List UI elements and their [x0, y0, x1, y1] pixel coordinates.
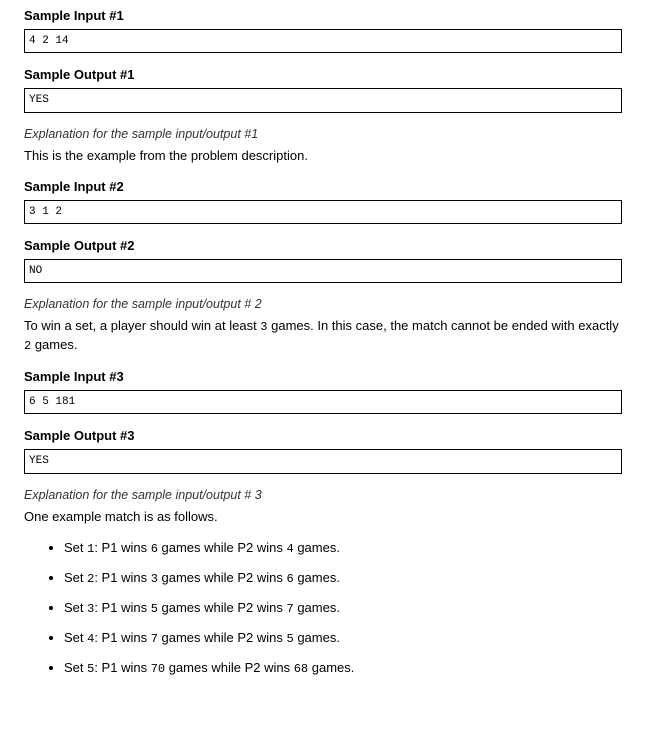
list-item: Set 2: P1 wins 3 games while P2 wins 6 g… [64, 570, 622, 586]
sample-output-heading-2: Sample Output #2 [24, 238, 622, 253]
sample-input-section-2: Sample Input #2 3 1 2 [24, 179, 622, 224]
sample-output-heading-1: Sample Output #1 [24, 67, 622, 82]
sample-output-box-2: NO [24, 259, 622, 283]
sample-output-box-3: YES [24, 449, 622, 473]
sample-output-section-1: Sample Output #1 YES [24, 67, 622, 112]
sample-output-section-3: Sample Output #3 YES [24, 428, 622, 473]
sample-input-section-3: Sample Input #3 6 5 181 [24, 369, 622, 414]
sample-input-heading-2: Sample Input #2 [24, 179, 622, 194]
explanation-heading-2: Explanation for the sample input/output … [24, 297, 622, 311]
list-item: Set 3: P1 wins 5 games while P2 wins 7 g… [64, 600, 622, 616]
sample-output-box-1: YES [24, 88, 622, 112]
list-item: Set 4: P1 wins 7 games while P2 wins 5 g… [64, 630, 622, 646]
list-item: Set 5: P1 wins 70 games while P2 wins 68… [64, 660, 622, 676]
sample-input-box-1: 4 2 14 [24, 29, 622, 53]
explanation-text-3: One example match is as follows. [24, 508, 622, 526]
sample-output-section-2: Sample Output #2 NO [24, 238, 622, 283]
explanation-heading-3: Explanation for the sample input/output … [24, 488, 622, 502]
sample-input-section-1: Sample Input #1 4 2 14 [24, 8, 622, 53]
list-item: Set 1: P1 wins 6 games while P2 wins 4 g… [64, 540, 622, 556]
sample-input-box-3: 6 5 181 [24, 390, 622, 414]
sample-input-box-2: 3 1 2 [24, 200, 622, 224]
sample-input-heading-1: Sample Input #1 [24, 8, 622, 23]
sample-input-heading-3: Sample Input #3 [24, 369, 622, 384]
explanation-text-1: This is the example from the problem des… [24, 147, 622, 165]
example-sets-list: Set 1: P1 wins 6 games while P2 wins 4 g… [24, 540, 622, 676]
explanation-heading-1: Explanation for the sample input/output … [24, 127, 622, 141]
explanation-text-2: To win a set, a player should win at lea… [24, 317, 622, 355]
sample-output-heading-3: Sample Output #3 [24, 428, 622, 443]
